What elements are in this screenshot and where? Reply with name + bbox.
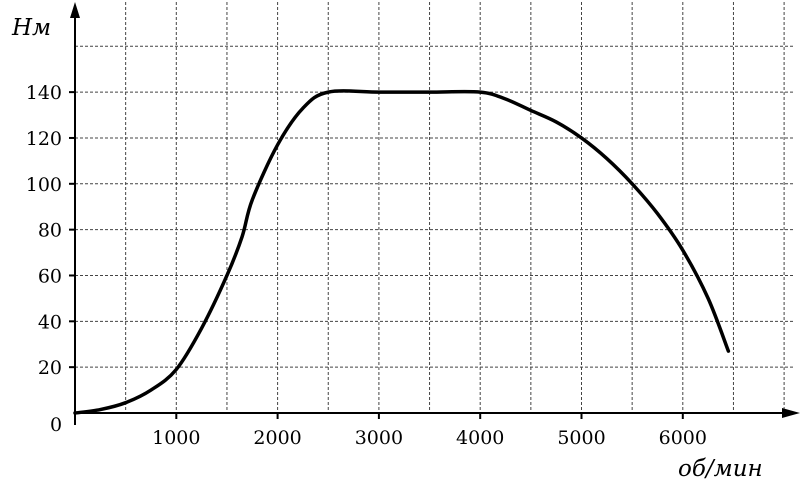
origin-label: 0 [50, 414, 62, 436]
tick-labels: 1000 2000 3000 4000 5000 6000 20 40 60 80 100 120 14… [26, 82, 707, 449]
torque-curve [73, 89, 731, 415]
x-axis-arrow [782, 408, 800, 418]
y-tick-label-100: 100 [26, 174, 62, 196]
axes [69, 2, 800, 425]
y-tick-label-80: 80 [38, 220, 62, 242]
y-axis-title: Нм [11, 15, 51, 41]
x-axis-title: об/мин [678, 456, 763, 482]
x-tick-label-3000: 3000 [355, 427, 403, 449]
x-tick-label-2000: 2000 [253, 427, 301, 449]
y-tick-label-20: 20 [38, 357, 62, 379]
y-tick-label-120: 120 [26, 128, 62, 150]
y-tick-label-60: 60 [38, 265, 62, 287]
x-tick-label-4000: 4000 [456, 427, 504, 449]
x-tick-label-6000: 6000 [659, 427, 707, 449]
y-tick-label-40: 40 [38, 311, 62, 333]
grid [75, 2, 795, 413]
y-axis-arrow [70, 2, 80, 18]
x-tick-label-5000: 5000 [557, 427, 605, 449]
y-tick-label-140: 140 [26, 82, 62, 104]
x-tick-label-1000: 1000 [152, 427, 200, 449]
